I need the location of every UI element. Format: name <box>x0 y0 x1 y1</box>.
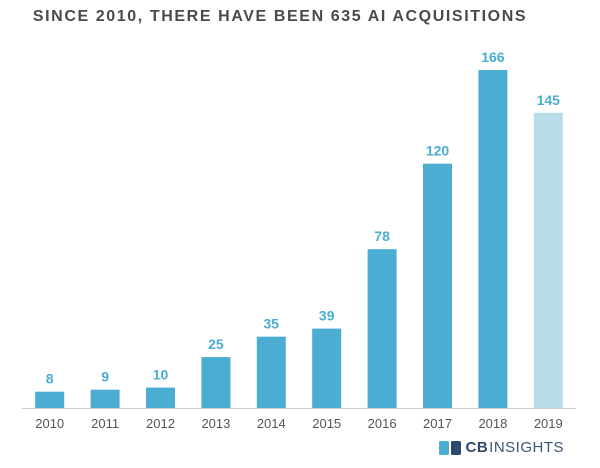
brand-logo: CB INSIGHTS <box>439 439 564 456</box>
bar-2013 <box>201 357 231 408</box>
brand-cb-text: CB <box>465 439 489 456</box>
bar-value-label-2015: 39 <box>319 308 335 324</box>
bar-value-label-2019: 145 <box>537 92 561 108</box>
x-tick-label-2013: 2013 <box>201 416 230 431</box>
bar-value-label-2011: 9 <box>101 369 109 385</box>
bar-2016 <box>367 249 397 408</box>
bar-value-label-2012: 10 <box>153 367 169 383</box>
bar-2014 <box>256 336 286 408</box>
x-tick-label-2010: 2010 <box>35 416 64 431</box>
x-tick-label-2017: 2017 <box>423 416 452 431</box>
bar-2010 <box>35 391 65 408</box>
bar-value-label-2018: 166 <box>481 49 505 65</box>
bar-value-label-2013: 25 <box>208 336 224 352</box>
x-tick-label-2018: 2018 <box>478 416 507 431</box>
bar-2017 <box>423 163 452 408</box>
x-tick-label-2019: 2019 <box>534 416 563 431</box>
x-tick-label-2015: 2015 <box>312 416 341 431</box>
bar-2015 <box>312 328 342 408</box>
x-tick-label-2016: 2016 <box>368 416 397 431</box>
cb-logo-icon <box>439 440 462 455</box>
bar-value-label-2016: 78 <box>374 228 390 244</box>
x-tick-label-2011: 2011 <box>91 416 119 431</box>
chart-title: SINCE 2010, THERE HAVE BEEN 635 AI ACQUI… <box>32 8 528 25</box>
bar-value-label-2010: 8 <box>46 371 54 387</box>
bar-2011 <box>90 389 120 408</box>
bar-value-label-2017: 120 <box>426 143 450 159</box>
brand-insights-text: INSIGHTS <box>489 439 564 456</box>
x-tick-label-2014: 2014 <box>257 416 286 431</box>
bar-2012 <box>146 387 175 408</box>
bar-2018 <box>478 70 508 408</box>
bar-value-label-2014: 35 <box>264 316 280 332</box>
bar-2019 <box>533 112 563 409</box>
x-tick-label-2012: 2012 <box>146 416 175 431</box>
